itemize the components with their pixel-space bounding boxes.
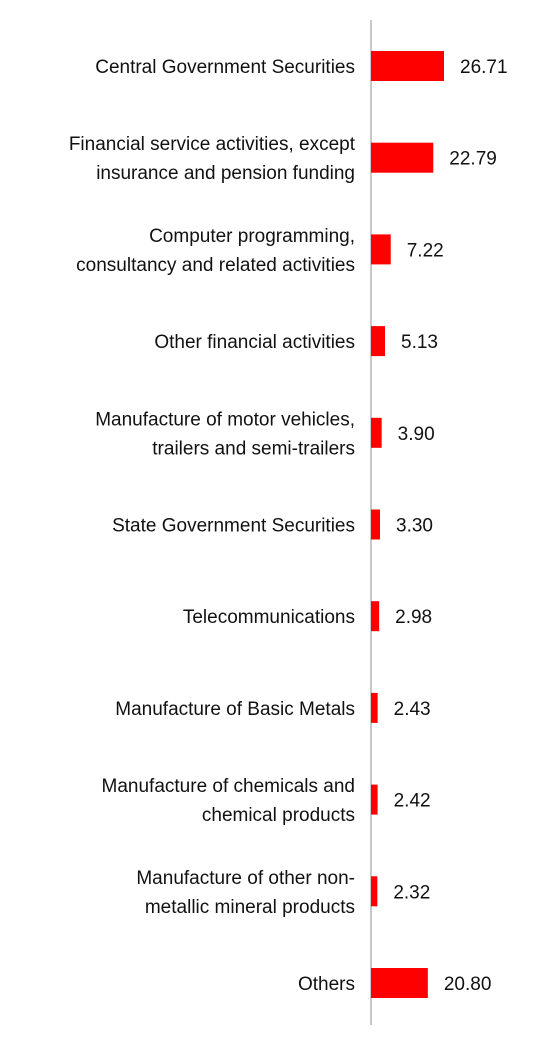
category-label: trailers and semi-trailers (152, 438, 355, 459)
bar (371, 51, 444, 81)
data-label: 7.22 (407, 240, 444, 261)
bar (371, 509, 381, 540)
bar (371, 417, 382, 448)
data-label: 2.32 (393, 882, 430, 903)
category-label: Others (298, 974, 355, 995)
category-label: Telecommunications (183, 607, 355, 628)
bar (371, 142, 434, 173)
data-label: 2.42 (394, 791, 431, 812)
bar (371, 234, 391, 265)
category-label: Manufacture of chemicals and (102, 776, 355, 797)
data-label: 20.80 (444, 974, 492, 995)
bar (371, 692, 378, 723)
category-label: Financial service activities, except (69, 134, 356, 155)
category-label: Computer programming, (149, 226, 355, 247)
bar (371, 876, 378, 907)
bar (371, 968, 428, 998)
category-label: Manufacture of other non- (136, 868, 355, 889)
data-label: 3.30 (396, 516, 433, 537)
category-label: Manufacture of motor vehicles, (95, 409, 355, 430)
category-label: Central Government Securities (95, 57, 355, 78)
category-label: Manufacture of Basic Metals (115, 699, 355, 720)
bar (371, 784, 378, 815)
data-label: 3.90 (398, 424, 435, 445)
data-label: 2.98 (395, 607, 432, 628)
data-label: 2.43 (394, 699, 431, 720)
data-label: 5.13 (401, 332, 438, 353)
category-label: chemical products (202, 805, 355, 826)
category-label: Other financial activities (154, 332, 355, 353)
category-label: consultancy and related activities (76, 255, 355, 276)
category-label: State Government Securities (112, 516, 355, 537)
data-label: 22.79 (449, 149, 497, 170)
bar (371, 326, 386, 357)
data-label: 26.71 (460, 57, 508, 78)
bar (371, 601, 380, 632)
category-label: metallic mineral products (145, 897, 355, 918)
category-label: insurance and pension funding (96, 163, 355, 184)
